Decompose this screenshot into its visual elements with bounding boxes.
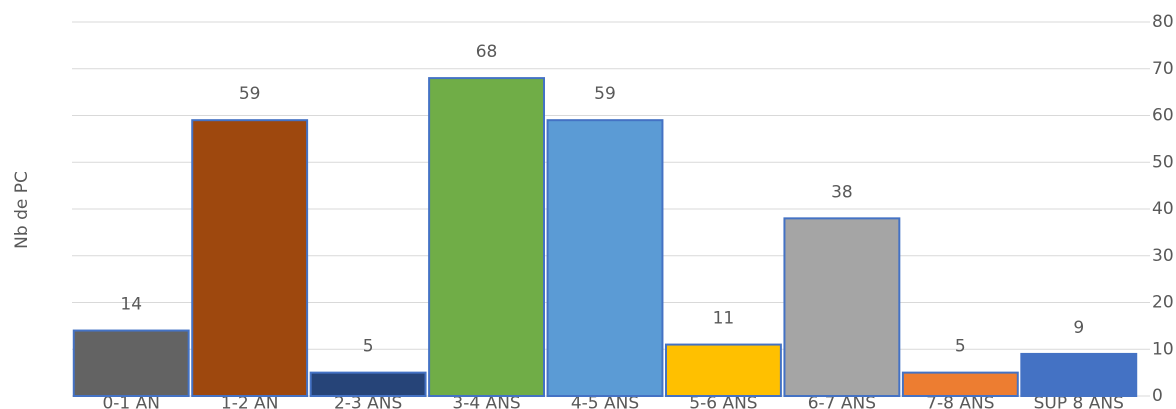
x-tick-label: 5-6 ANS [689,394,757,409]
bar [901,371,1019,397]
x-tick-label: 2-3 ANS [334,394,402,409]
x-tick-label: 4-5 ANS [571,394,639,409]
x-tick-label: 6-7 ANS [808,394,876,409]
y-tick-label: 60 [1152,106,1174,126]
y-tick-label: 0 [1152,386,1163,406]
y-tick-label: 20 [1152,293,1174,313]
data-label: 59 [594,84,616,104]
y-tick-label: 30 [1152,246,1174,266]
x-tick-label: 1-2 AN [221,394,279,409]
y-axis-label: Nb de PC [12,171,32,249]
bar [428,77,546,397]
bar [191,119,309,398]
bar [664,343,782,398]
data-label: 9 [1073,318,1084,338]
y-tick-label: 10 [1152,339,1174,359]
x-tick-label: SUP 8 ANS [1034,394,1124,409]
data-label: 5 [955,337,966,357]
y-tick-label: 40 [1152,199,1174,219]
data-label: 5 [363,337,374,357]
bar [1020,352,1138,397]
data-label: 11 [713,309,735,329]
data-label: 59 [239,84,261,104]
data-label: 14 [120,295,142,315]
y-tick-label: 80 [1152,12,1174,32]
y-tick-label: 70 [1152,59,1174,79]
bar [546,119,664,398]
data-label: 68 [476,42,498,62]
bar [72,329,190,397]
bar [783,217,901,397]
data-label: 38 [831,182,853,202]
bar [309,371,427,397]
x-tick-label: 3-4 ANS [452,394,520,409]
x-tick-label: 7-8 ANS [926,394,994,409]
x-tick-label: 0-1 AN [102,394,160,409]
y-tick-label: 50 [1152,152,1174,172]
